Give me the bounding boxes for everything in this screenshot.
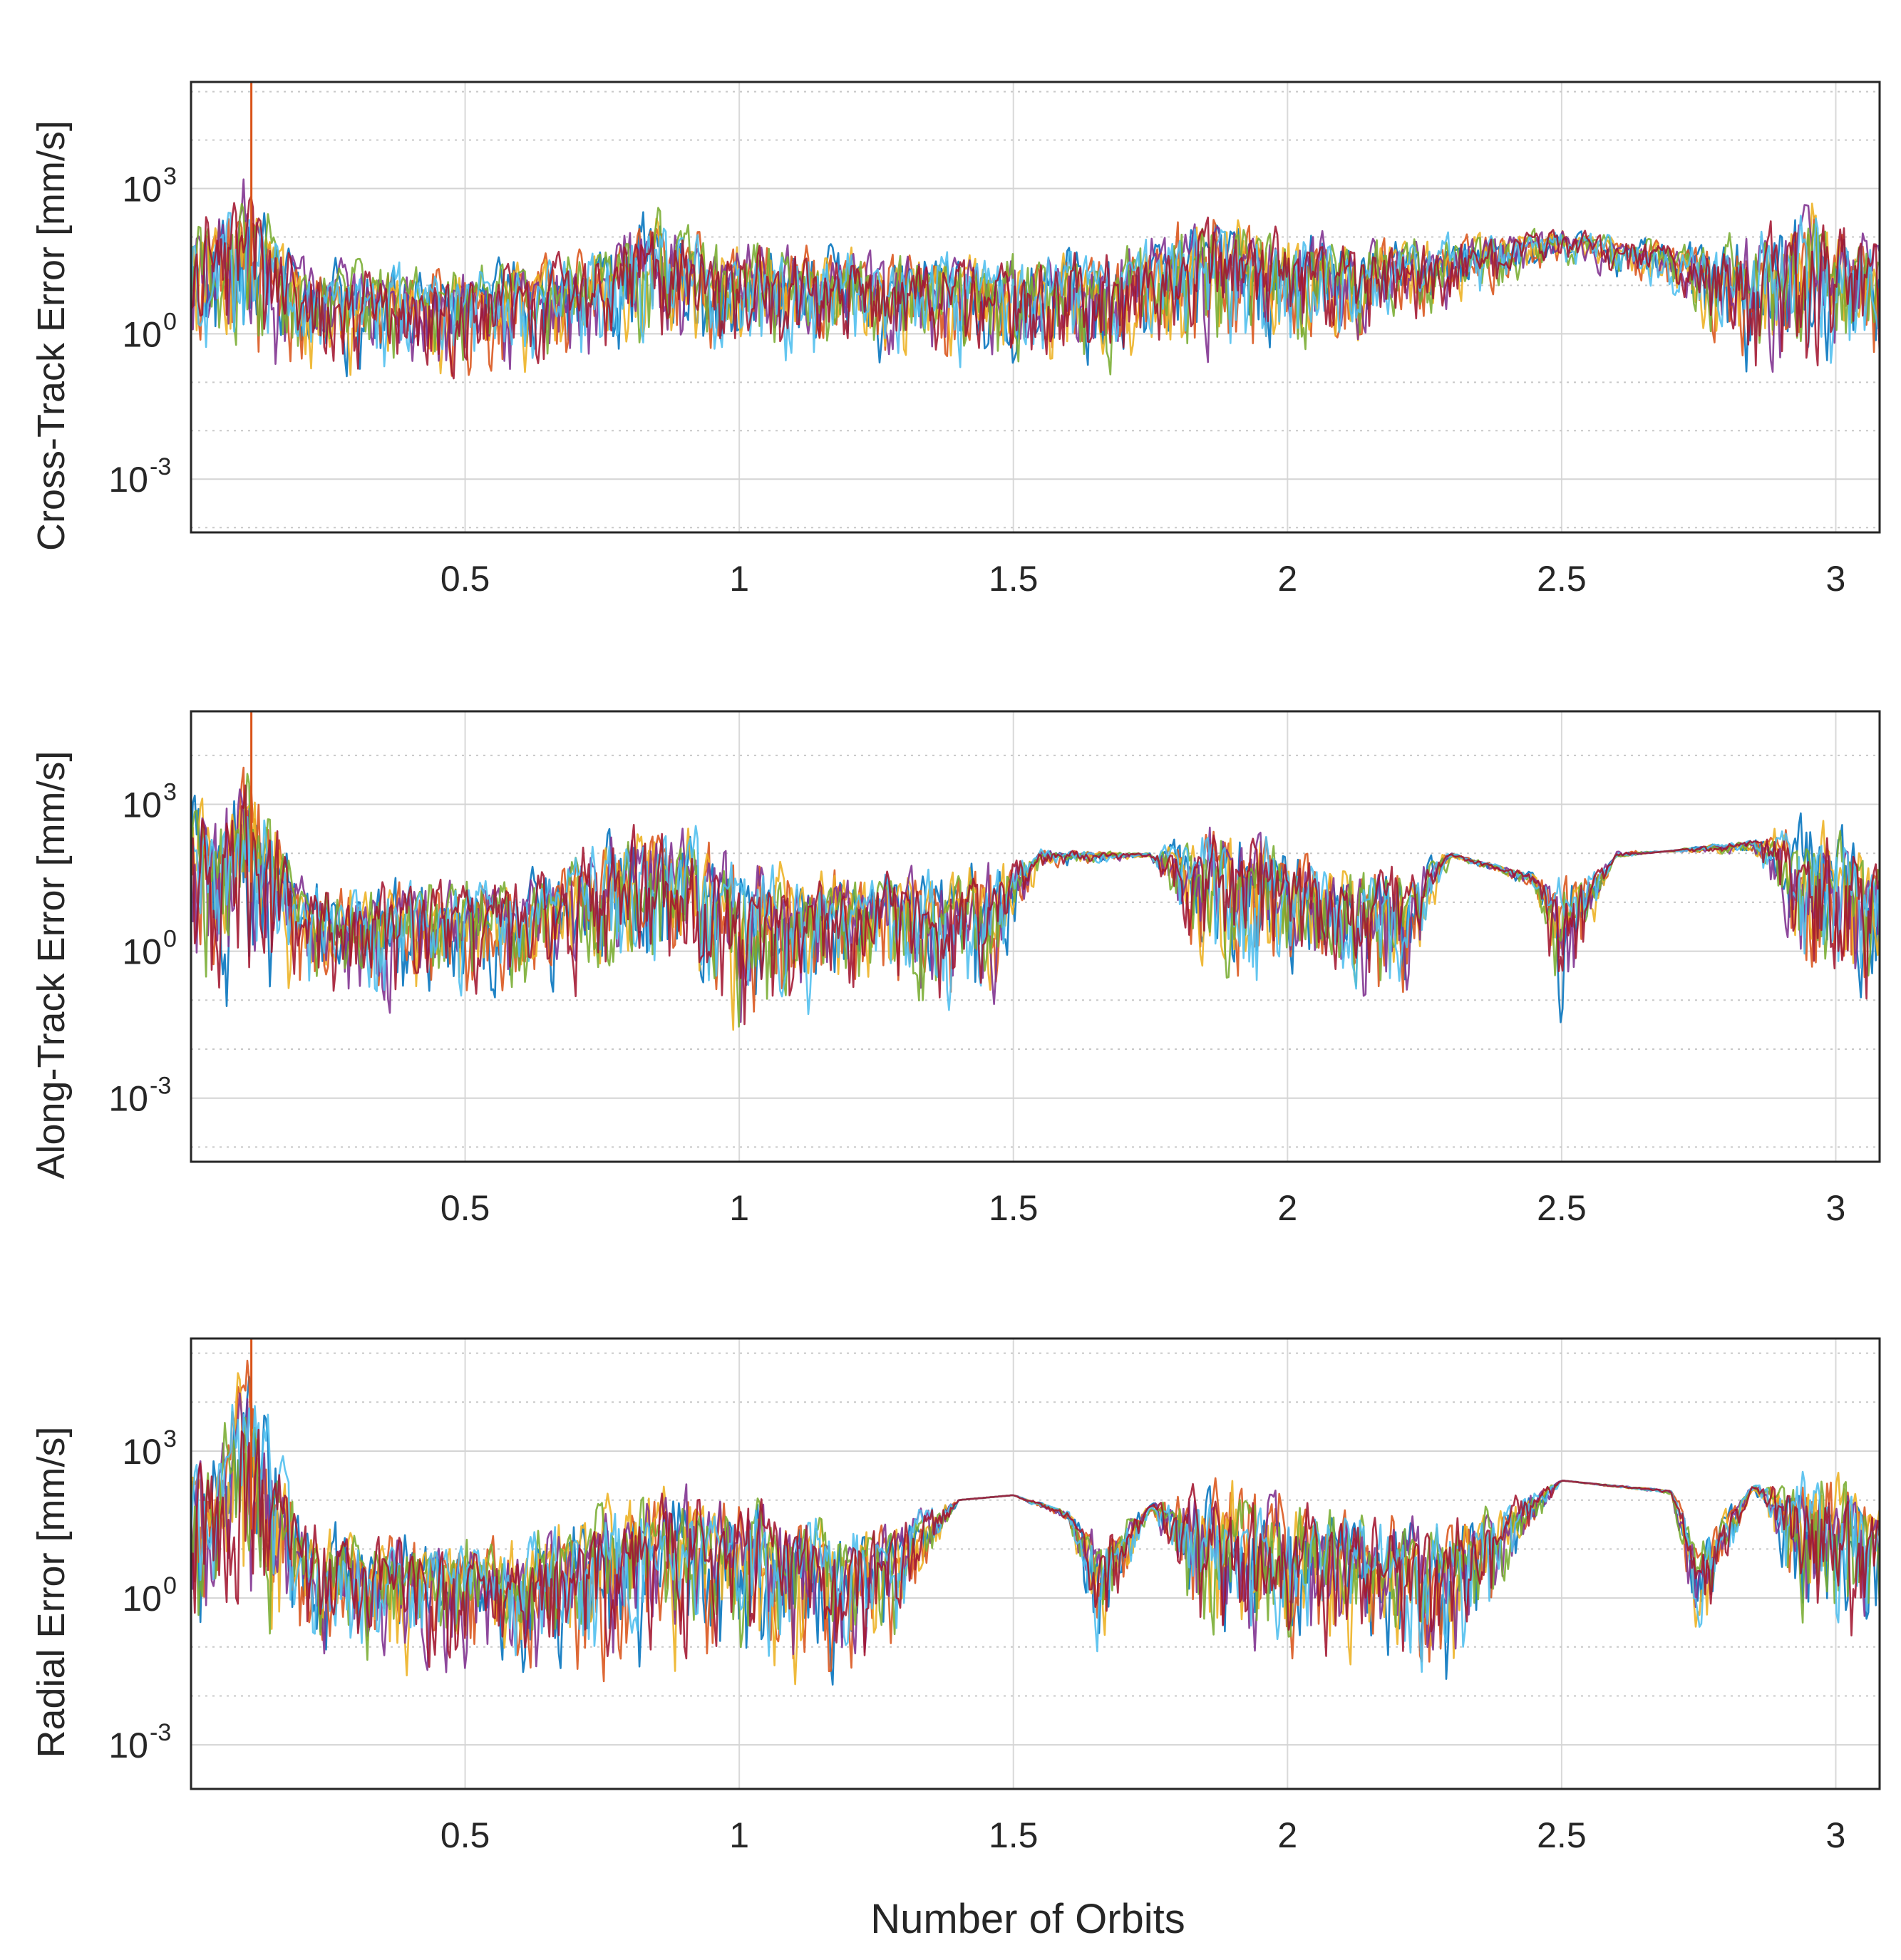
x-tick-label: 2.5 bbox=[1537, 1188, 1587, 1228]
x-tick-label: 1.5 bbox=[989, 1188, 1039, 1228]
x-tick-label: 1.5 bbox=[989, 1815, 1039, 1855]
xticks-radial: 0.5 1 1.5 2 2.5 3 bbox=[441, 1815, 1846, 1855]
y-tick-label: 10 -3 bbox=[108, 1073, 171, 1119]
xticks-along-track: 0.5 1 1.5 2 2.5 3 bbox=[441, 1188, 1846, 1228]
x-tick-label: 0.5 bbox=[441, 1188, 490, 1228]
y-tick-base: 10 bbox=[122, 1432, 162, 1472]
y-tick-base: 10 bbox=[122, 932, 162, 972]
xlabel-number-of-orbits: Number of Orbits bbox=[870, 1896, 1185, 1942]
x-tick-label: 2 bbox=[1277, 1815, 1297, 1855]
y-tick-base: 10 bbox=[122, 170, 162, 210]
y-tick-exponent: 0 bbox=[163, 308, 177, 335]
x-tick-label: 2 bbox=[1277, 559, 1297, 599]
y-tick-exponent: 3 bbox=[163, 1425, 177, 1453]
y-tick-exponent: 0 bbox=[163, 1572, 177, 1599]
y-tick-label: 10 0 bbox=[122, 308, 177, 354]
y-tick-exponent: -3 bbox=[150, 1719, 171, 1746]
xticks-cross-track: 0.5 1 1.5 2 2.5 3 bbox=[441, 559, 1846, 599]
x-tick-label: 3 bbox=[1826, 559, 1846, 599]
axes-box-cross-track bbox=[190, 81, 1881, 534]
series-radial bbox=[190, 1339, 1881, 1686]
y-tick-label: 10 3 bbox=[122, 779, 177, 825]
x-tick-label: 1 bbox=[729, 1188, 749, 1228]
y-tick-base: 10 bbox=[108, 1079, 148, 1119]
y-tick-label: 10 -3 bbox=[108, 453, 171, 500]
y-tick-base: 10 bbox=[122, 1579, 162, 1619]
y-tick-label: 10 3 bbox=[122, 1425, 177, 1472]
axes-box-radial bbox=[190, 1337, 1881, 1790]
y-tick-base: 10 bbox=[122, 785, 162, 825]
x-tick-label: 2 bbox=[1277, 1188, 1297, 1228]
x-tick-label: 2.5 bbox=[1537, 1815, 1587, 1855]
y-tick-exponent: -3 bbox=[150, 453, 171, 480]
x-tick-label: 0.5 bbox=[441, 559, 490, 599]
series-line bbox=[190, 195, 1881, 380]
x-tick-label: 1.5 bbox=[989, 559, 1039, 599]
y-tick-exponent: 3 bbox=[163, 779, 177, 806]
y-tick-exponent: -3 bbox=[150, 1073, 171, 1100]
x-tick-label: 2.5 bbox=[1537, 559, 1587, 599]
x-tick-label: 1 bbox=[729, 1815, 749, 1855]
x-tick-label: 3 bbox=[1826, 1188, 1846, 1228]
y-tick-base: 10 bbox=[122, 314, 162, 354]
y-tick-label: 10 0 bbox=[122, 926, 177, 972]
ylabel-cross-track: Cross-Track Error [mm/s] bbox=[30, 120, 73, 551]
y-tick-exponent: 0 bbox=[163, 926, 177, 953]
x-tick-label: 1 bbox=[729, 559, 749, 599]
x-tick-label: 0.5 bbox=[441, 1815, 490, 1855]
series-along-track bbox=[190, 711, 1881, 1031]
y-tick-base: 10 bbox=[108, 460, 148, 500]
y-tick-label: 10 -3 bbox=[108, 1719, 171, 1765]
ylabel-radial: Radial Error [mm/s] bbox=[30, 1426, 73, 1758]
y-tick-exponent: 3 bbox=[163, 163, 177, 190]
series-line bbox=[190, 1428, 1881, 1668]
axes-box-along-track bbox=[190, 710, 1881, 1163]
ylabel-along-track: Along-Track Error [mm/s] bbox=[30, 751, 73, 1179]
series-cross-track bbox=[190, 82, 1881, 380]
y-tick-label: 10 0 bbox=[122, 1572, 177, 1619]
x-tick-label: 3 bbox=[1826, 1815, 1846, 1855]
y-tick-base: 10 bbox=[108, 1726, 148, 1765]
y-tick-label: 10 3 bbox=[122, 163, 177, 210]
series-line bbox=[190, 784, 1881, 1026]
